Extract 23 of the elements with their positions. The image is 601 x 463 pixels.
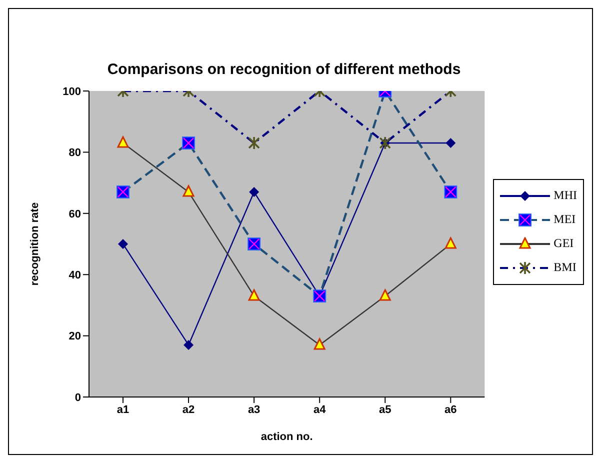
y-tick-label: 20 (68, 330, 81, 343)
legend-label: MEI (554, 212, 576, 227)
y-tick-label: 80 (68, 147, 81, 160)
x-axis-title: action no. (260, 431, 313, 443)
point (446, 138, 456, 148)
point (249, 186, 260, 197)
point (118, 239, 128, 249)
x-tick-label: a3 (248, 404, 260, 416)
point (184, 340, 194, 350)
y-tick-label: 60 (68, 208, 81, 220)
legend-label: MHI (554, 188, 577, 203)
x-tick-label: a6 (444, 404, 457, 416)
legend-label: GEI (554, 236, 574, 251)
x-tick-label: a4 (313, 404, 327, 416)
x-tick-label: a2 (182, 404, 195, 416)
x-tick-label: a5 (379, 404, 392, 416)
x-tick-label: a1 (116, 404, 130, 416)
y-tick-label: 100 (62, 86, 81, 98)
y-axis-title: recognition rate (28, 202, 41, 286)
y-tick-label: 0 (74, 392, 81, 404)
chart-title: Comparisons on recognition of different methods (106, 61, 462, 78)
y-tick-label: 40 (68, 270, 81, 282)
legend-label: BMI (554, 260, 576, 275)
